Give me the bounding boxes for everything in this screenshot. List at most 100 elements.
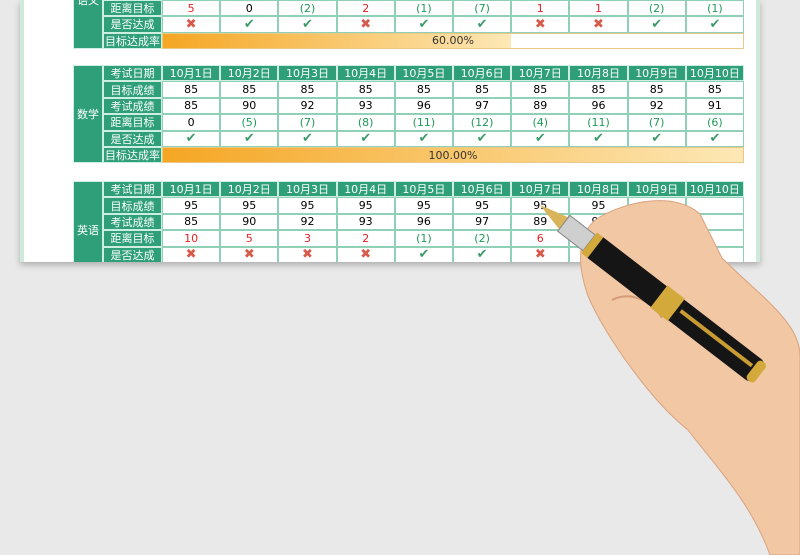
data-cell: ✔ [162,130,221,147]
data-cell: (12) [453,114,512,131]
data-cell: ✖ [162,16,221,33]
data-cell: (1) [394,0,453,17]
data-cell: 85 [162,213,221,231]
data-cell: ✔ [511,130,570,147]
date-header: 10月6日 [453,65,512,82]
row-label: 是否达成 [103,130,162,147]
data-cell: 85 [394,81,453,98]
data-cell: ✔ [569,130,628,147]
data-cell: 2 [336,0,395,17]
data-cell: 3 [278,230,337,247]
data-cell: 85 [162,97,221,115]
data-cell: 90 [220,97,279,115]
data-cell: ✔ [685,16,744,33]
data-cell: ✔ [394,16,453,33]
data-cell: (7) [278,114,337,131]
data-cell: 2 [336,230,395,247]
data-cell: 93 [336,97,395,115]
date-header: 10月3日 [278,181,337,198]
data-cell: (6) [685,114,744,131]
data-cell: 96 [394,213,453,231]
rate-bar-area: 100.00% [162,147,744,164]
data-cell: ✔ [627,130,686,147]
data-cell: 92 [278,97,337,115]
date-header: 10月7日 [511,65,570,82]
data-cell: (8) [336,114,395,131]
row-label: 目标达成率 [103,32,162,49]
row-label: 是否达成 [103,16,162,33]
data-cell: 95 [278,197,337,214]
pen [540,205,766,383]
data-cell: 85 [627,81,686,98]
date-header: 10月9日 [627,65,686,82]
date-header: 10月2日 [220,65,279,82]
data-cell: (2) [453,230,512,247]
data-cell: 85 [453,81,512,98]
data-cell: 85 [685,81,744,98]
data-cell: ✖ [336,16,395,33]
rate-bar [163,148,743,163]
date-header: 10月5日 [394,65,453,82]
data-cell: ✖ [336,246,395,262]
data-cell: 92 [278,213,337,231]
data-cell: 95 [162,197,221,214]
data-cell: ✔ [685,130,744,147]
row-label: 考试成绩 [103,213,162,231]
data-cell: 1 [511,0,570,17]
date-header: 10月4日 [336,65,395,82]
data-cell: 97 [453,213,512,231]
data-cell: 91 [685,97,744,115]
data-cell: (11) [569,114,628,131]
data-cell: ✔ [278,130,337,147]
data-cell: (4) [511,114,570,131]
subject-cell: 语文 [73,0,103,49]
data-cell: 5 [220,230,279,247]
date-header: 10月9日 [627,181,686,198]
data-cell: ✔ [278,16,337,33]
date-header: 10月10日 [685,181,744,198]
data-cell: 0 [220,0,279,17]
spreadsheet: 语文 距离目标 5 0 (2) 2 (1) (7) 1 1 (2) (1) 是否达成 ✖ ✔ ✔ ✖ ✔ ✔ ✖ ✖ ✔ ✔… [20,0,760,262]
row-label: 考试日期 [103,181,162,198]
row-label: 目标成绩 [103,81,162,98]
data-cell: ✖ [511,246,570,262]
date-header: 10月7日 [511,181,570,198]
data-cell: 85 [569,81,628,98]
data-cell: 95 [394,197,453,214]
rate-bar-area: 60.00% [162,32,744,49]
data-cell: 10 [162,230,221,247]
data-cell: 85 [162,81,221,98]
data-cell: 85 [511,81,570,98]
data-cell: ✔ [220,16,279,33]
date-header: 10月1日 [162,65,221,82]
data-cell: (11) [394,114,453,131]
data-cell: 5 [162,0,221,17]
row-label: 距离目标 [103,114,162,131]
subject-cell: 数学 [73,65,103,164]
rate-label: 60.00% [432,34,474,48]
date-header: 10月6日 [453,181,512,198]
data-cell: ✔ [394,130,453,147]
data-cell: ✔ [220,130,279,147]
data-cell: 85 [220,81,279,98]
data-cell: ✔ [453,130,512,147]
data-cell: ✔ [453,16,512,33]
data-cell: 93 [336,213,395,231]
date-header: 10月3日 [278,65,337,82]
data-cell: 1 [569,0,628,17]
data-cell: ✔ [394,246,453,262]
data-cell: (5) [220,114,279,131]
data-cell: 85 [278,81,337,98]
data-cell: 95 [220,197,279,214]
subject-cell: 英语 [73,181,103,262]
date-header: 10月8日 [569,65,628,82]
date-header: 10月1日 [162,181,221,198]
rate-bar [163,33,511,48]
date-header: 10月5日 [394,181,453,198]
date-header: 10月8日 [569,181,628,198]
row-label: 目标达成率 [103,147,162,164]
row-label: 考试日期 [103,65,162,82]
data-cell: (2) [627,0,686,17]
data-cell: ✖ [569,16,628,33]
